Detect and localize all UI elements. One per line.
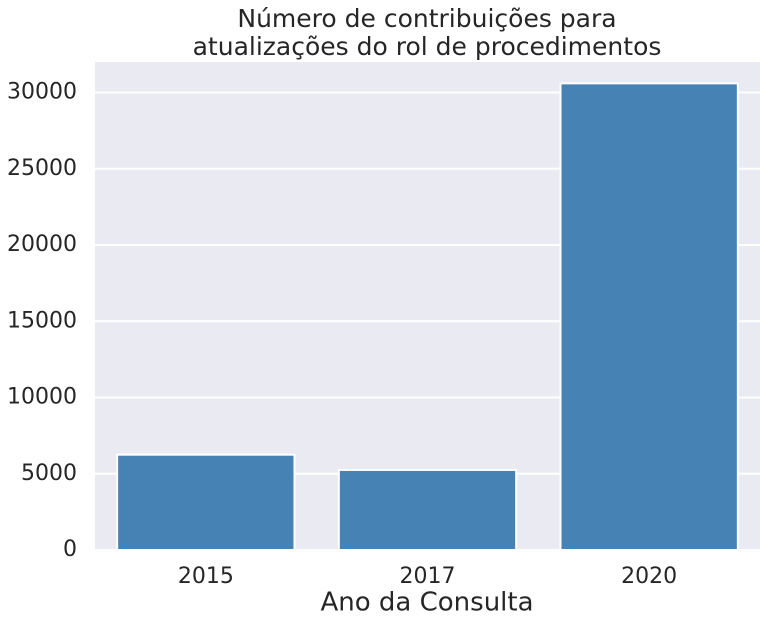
bar <box>337 468 518 551</box>
y-tick-label: 15000 <box>7 308 77 333</box>
y-tick-label: 20000 <box>7 232 77 257</box>
x-tick-label: 2020 <box>621 564 677 589</box>
x-axis-label: Ano da Consulta <box>320 588 533 618</box>
y-tick-label: 25000 <box>7 156 77 181</box>
bar <box>559 82 739 551</box>
y-tick-label: 0 <box>63 537 77 562</box>
x-tick-label: 2015 <box>178 564 234 589</box>
x-tick-label: 2017 <box>400 564 456 589</box>
y-tick-label: 10000 <box>7 385 77 410</box>
bar <box>116 453 296 551</box>
y-tick-label: 5000 <box>21 461 77 486</box>
chart-title: atualizações do rol de procedimentos <box>193 32 662 61</box>
chart-title: Número de contribuições para <box>237 4 616 33</box>
y-tick-label: 30000 <box>7 80 77 105</box>
